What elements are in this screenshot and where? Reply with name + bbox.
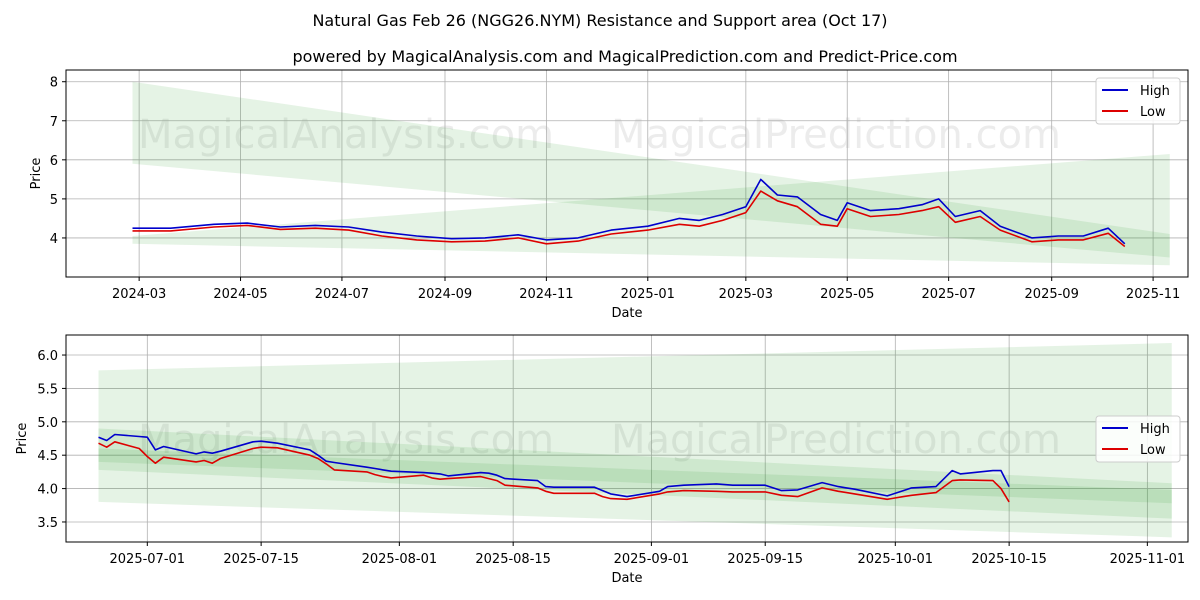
x-tick-label: 2025-11-01 — [1110, 552, 1186, 567]
x-axis-label: Date — [611, 571, 642, 586]
x-tick-label: 2025-05 — [820, 287, 874, 302]
series-line-high — [98, 433, 1010, 498]
support-resistance-band — [132, 81, 1170, 258]
x-tick-label: 2025-09-15 — [727, 552, 803, 567]
y-tick-label: 7 — [50, 115, 58, 130]
x-tick-label: 2025-07-15 — [223, 552, 299, 567]
y-tick-label: 4.5 — [37, 449, 58, 464]
x-tick-label: 2025-11 — [1126, 287, 1180, 302]
x-tick-label: 2024-05 — [213, 287, 267, 302]
support-resistance-band — [98, 448, 1172, 504]
series-line-low — [98, 440, 1010, 503]
chart-title: Natural Gas Feb 26 (NGG26.NYM) Resistanc… — [312, 11, 887, 30]
y-tick-label: 4.0 — [37, 483, 58, 498]
plot-frame — [65, 334, 1189, 543]
y-tick-label: 8 — [50, 76, 58, 91]
chart-subtitle: powered by MagicalAnalysis.com and Magic… — [292, 47, 957, 66]
x-tick-label: 2025-03 — [719, 287, 773, 302]
legend-label-high: High — [1140, 422, 1170, 437]
series-line-high — [132, 178, 1126, 245]
x-tick-label: 2025-01 — [621, 287, 675, 302]
x-tick-label: 2024-03 — [112, 287, 166, 302]
x-axis-label: Date — [611, 306, 642, 321]
y-tick-label: 5.0 — [37, 416, 58, 431]
x-tick-label: 2025-08-15 — [475, 552, 551, 567]
x-tick-label: 2025-10-15 — [971, 552, 1047, 567]
y-tick-label: 5.5 — [37, 382, 58, 397]
legend-label-low: Low — [1140, 105, 1166, 120]
x-tick-label: 2024-09 — [418, 287, 472, 302]
legend-label-high: High — [1140, 84, 1170, 99]
y-axis-label: Price — [15, 423, 30, 455]
x-tick-label: 2024-07 — [315, 287, 369, 302]
legend-label-low: Low — [1140, 443, 1166, 458]
x-tick-label: 2024-11 — [519, 287, 573, 302]
y-tick-label: 6 — [50, 154, 58, 169]
bottom-chart-panel: MagicalAnalysis.com MagicalPrediction.com… — [15, 334, 1189, 586]
y-tick-label: 6.0 — [37, 349, 58, 364]
plot-frame — [65, 69, 1189, 278]
watermark-text: MagicalAnalysis.com — [138, 112, 554, 158]
series-line-low — [132, 190, 1126, 248]
x-tick-label: 2025-08-01 — [362, 552, 438, 567]
x-tick-label: 2025-09 — [1025, 287, 1079, 302]
x-tick-label: 2025-09-01 — [614, 552, 690, 567]
x-tick-label: 2025-07-01 — [110, 552, 186, 567]
x-tick-label: 2025-10-01 — [858, 552, 934, 567]
top-chart-panel: MagicalAnalysis.com MagicalPrediction.com… — [29, 69, 1189, 321]
watermark-text: MagicalPrediction.com — [611, 112, 1061, 158]
y-tick-label: 5 — [50, 193, 58, 208]
x-tick-label: 2025-07 — [921, 287, 975, 302]
y-axis-label: Price — [29, 158, 44, 190]
y-tick-label: 4 — [50, 232, 58, 247]
y-tick-label: 3.5 — [37, 516, 58, 531]
support-resistance-band — [98, 343, 1172, 538]
